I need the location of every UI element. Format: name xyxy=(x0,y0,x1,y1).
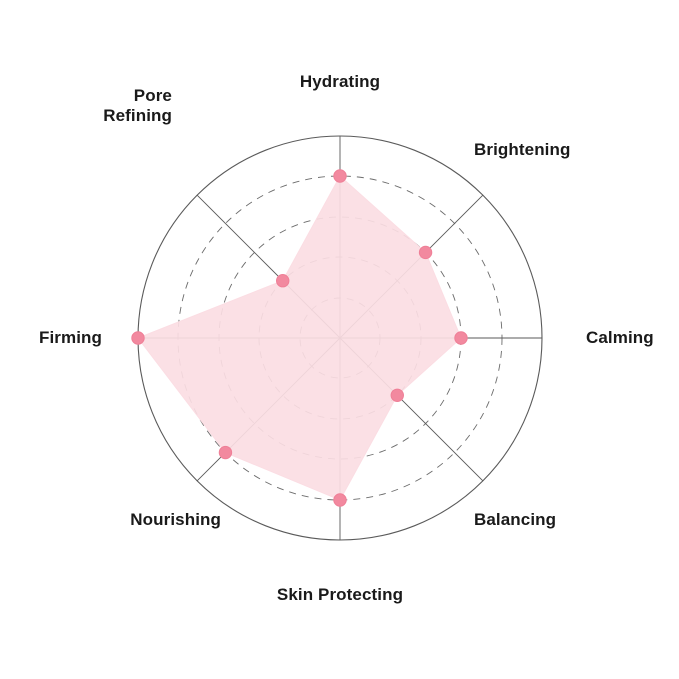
axis-label-calming: Calming xyxy=(586,327,654,347)
axis-label-hydrating: Hydrating xyxy=(299,71,381,91)
data-point-nourishing xyxy=(218,445,233,460)
axis-label-firming: Firming xyxy=(38,327,102,347)
axis-label-brightening: Brightening xyxy=(474,139,571,159)
data-point-firming xyxy=(131,331,145,345)
data-point-calming xyxy=(454,331,468,345)
series-area-efficacy-profile xyxy=(137,175,462,501)
data-point-hydrating xyxy=(333,169,347,183)
data-point-brightening xyxy=(418,245,433,260)
series-data-points xyxy=(131,169,468,507)
axis-label-nourishing: Nourishing xyxy=(130,510,221,529)
axis-label-balancing: Balancing xyxy=(474,510,557,529)
axis-label-skin-protecting: Skin Protecting xyxy=(276,585,404,604)
data-point-pore-refining xyxy=(276,274,290,288)
data-point-balancing xyxy=(390,388,404,402)
data-point-skin-protecting xyxy=(333,493,347,507)
axis-label-pore-refining: Pore Refining xyxy=(103,85,172,125)
